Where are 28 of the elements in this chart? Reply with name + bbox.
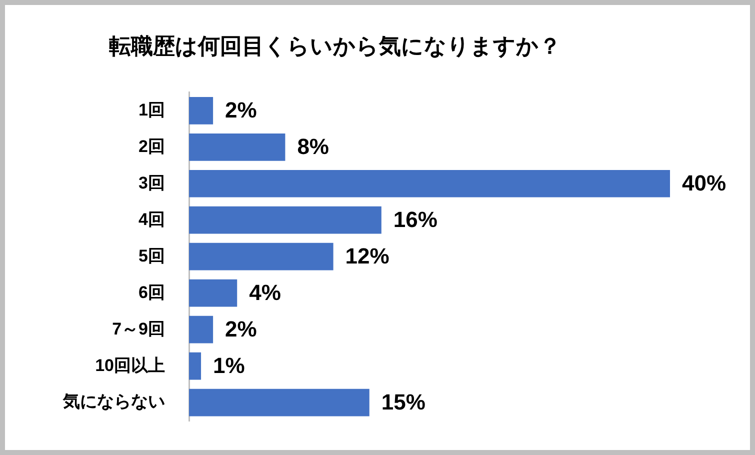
data-label: 2%	[225, 316, 257, 342]
bar	[189, 206, 382, 234]
y-tick-label: 5回	[138, 246, 165, 266]
bar	[189, 279, 238, 307]
data-label: 16%	[393, 207, 438, 232]
y-tick-label: 10回以上	[95, 356, 165, 375]
y-tick-label: 7～9回	[112, 319, 165, 338]
y-tick-label: 6回	[138, 282, 165, 302]
data-label: 4%	[249, 280, 281, 306]
bar	[189, 316, 214, 344]
y-tick-label: 4回	[138, 210, 165, 229]
data-label: 12%	[345, 244, 390, 269]
y-tick-label: 気にならない	[62, 392, 165, 412]
data-label: 15%	[381, 390, 426, 415]
bar	[189, 242, 334, 270]
bar	[189, 170, 670, 198]
data-label: 2%	[225, 98, 257, 123]
chart-title: 転職歴は何回目くらいから気になりますか？	[109, 33, 561, 58]
bar	[189, 133, 286, 161]
data-label: 40%	[682, 170, 726, 196]
bar	[189, 96, 214, 124]
y-tick-label: 2回	[138, 136, 165, 156]
data-label: 8%	[297, 134, 329, 160]
y-tick-label: 1回	[138, 100, 165, 120]
bar	[189, 388, 370, 416]
y-tick-label: 3回	[138, 173, 165, 192]
data-label: 1%	[213, 353, 245, 378]
bar	[189, 352, 202, 380]
